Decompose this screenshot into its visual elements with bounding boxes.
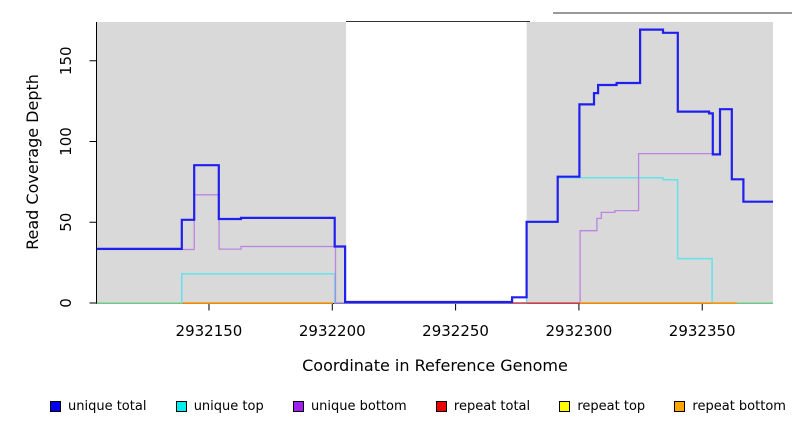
legend-item-repeat-top: repeat top	[559, 399, 645, 414]
legend-swatch-repeat-total	[435, 400, 447, 412]
legend-item-unique-total: unique total	[50, 399, 146, 414]
legend-item-unique-top: unique top	[175, 398, 264, 414]
y-tick-label: 100	[57, 127, 75, 156]
shaded-region-2	[526, 22, 773, 303]
legend-label-repeat-top: repeat top	[577, 398, 646, 414]
legend-swatch-repeat-bottom	[674, 400, 686, 412]
x-axis-title: Coordinate in Reference Genome	[302, 356, 568, 375]
x-tick-label: 2932200	[299, 322, 366, 340]
series-line-unique-total	[97, 28, 773, 304]
y-axis-title: Read Coverage Depth	[23, 74, 42, 250]
legend-item-repeat-bottom: repeat bottom	[674, 399, 786, 414]
legend-swatch-unique-bottom	[292, 400, 304, 412]
legend-item-unique-bottom: unique bottom	[292, 398, 407, 414]
y-tick-label: 0	[57, 298, 75, 308]
legend-item-repeat-total: repeat total	[435, 398, 531, 414]
x-tick-label: 2932150	[176, 322, 243, 340]
y-tick-label: 150	[57, 46, 75, 75]
legend-label-unique-top: unique top	[193, 398, 264, 414]
x-tick-label: 2932300	[545, 322, 612, 340]
legend-swatch-unique-total	[50, 400, 61, 412]
x-tick-label: 2932250	[422, 322, 489, 340]
legend-swatch-repeat-top	[559, 400, 571, 412]
legend: unique total unique top unique bottom re…	[50, 397, 786, 415]
legend-label-repeat-bottom: repeat bottom	[692, 398, 786, 414]
legend-label-repeat-total: repeat total	[453, 398, 531, 414]
y-tick-label: 50	[57, 213, 75, 232]
shaded-region-1	[97, 22, 347, 303]
legend-swatch-unique-top	[175, 400, 187, 412]
legend-label-unique-bottom: unique bottom	[310, 398, 407, 414]
x-tick-label: 2932350	[669, 322, 736, 340]
legend-label-unique-total: unique total	[68, 398, 147, 414]
